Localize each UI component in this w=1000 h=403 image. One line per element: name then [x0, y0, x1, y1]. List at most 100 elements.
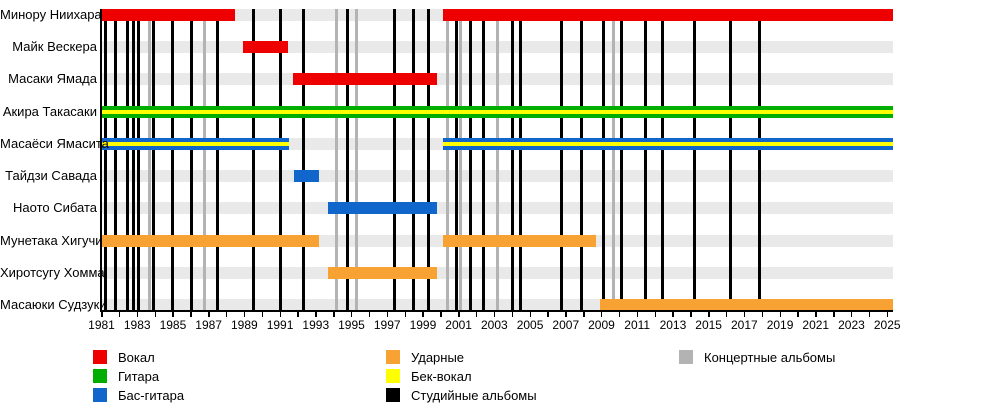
year-tick: [886, 312, 889, 317]
legend-swatch: [679, 350, 693, 364]
legend-label: Бас-гитара: [118, 388, 185, 403]
year-tick-label: 2011: [624, 318, 651, 332]
year-tick-label: 1995: [338, 318, 365, 332]
studio-album-line: [170, 9, 174, 310]
year-tick: [815, 312, 817, 317]
year-tick-label: 2021: [802, 318, 830, 332]
live-album-line: [355, 9, 359, 310]
year-tick: [404, 312, 407, 317]
member-label: Масаюки Судзуки: [0, 296, 107, 312]
timeline-bar-drums: [599, 298, 893, 311]
year-tick: [315, 312, 317, 317]
backing-vocal-stripe: [101, 141, 289, 146]
year-tick: [618, 312, 621, 317]
year-tick: [261, 312, 264, 317]
year-tick: [547, 312, 549, 317]
timeline-bar-drums: [101, 234, 320, 247]
live-album-line: [496, 9, 500, 310]
live-album-line: [334, 9, 338, 310]
studio-album-line: [758, 9, 762, 310]
legend-swatch: [386, 388, 400, 402]
y-axis-line: [100, 9, 102, 312]
year-tick-label: 2005: [516, 318, 544, 332]
timeline-bar-vocals: [242, 41, 289, 54]
timeline-bar-vocals: [442, 9, 893, 21]
studio-album-line: [278, 9, 282, 310]
year-tick-label: 1991: [266, 318, 294, 332]
year-tick: [600, 312, 603, 317]
year-tick-label: 2023: [838, 318, 865, 332]
year-tick: [101, 312, 103, 317]
member-label: Масаёси Ямасита: [0, 135, 109, 151]
legend-swatch: [386, 369, 400, 383]
timeline-bar-bass: [294, 170, 320, 183]
studio-album-line: [346, 9, 350, 310]
live-album-line: [458, 9, 462, 310]
studio-album-line: [125, 9, 129, 310]
year-tick: [565, 312, 567, 317]
live-album-line: [446, 9, 450, 310]
year-tick: [725, 312, 728, 317]
studio-album-line: [510, 9, 514, 310]
studio-album-line: [301, 9, 305, 310]
x-axis-line: [100, 310, 893, 312]
timeline-bar-vocals: [293, 73, 438, 86]
year-tick-label: 1989: [230, 318, 258, 332]
year-tick-label: 1999: [409, 318, 437, 332]
member-label: Акира Такасаки: [2, 103, 97, 119]
live-album-line: [148, 9, 152, 310]
year-tick: [458, 312, 460, 317]
studio-album-line: [468, 9, 472, 310]
member-label: Тайдзи Савада: [5, 168, 97, 184]
year-tick: [743, 312, 746, 317]
year-tick-label: 2009: [588, 318, 615, 332]
studio-album-line: [411, 9, 415, 310]
year-tick: [333, 312, 335, 317]
year-tick: [779, 312, 782, 317]
backing-vocal-stripe: [101, 109, 893, 114]
year-tick: [475, 312, 478, 317]
year-tick: [690, 312, 692, 317]
legend-label: Концертные альбомы: [704, 350, 836, 365]
year-tick: [190, 312, 192, 317]
studio-album-line: [482, 9, 486, 310]
year-tick: [154, 312, 157, 317]
studio-album-line: [692, 9, 696, 310]
year-tick: [243, 312, 246, 317]
studio-album-line: [426, 9, 430, 310]
member-label: Хиротсугу Хомма: [0, 264, 105, 280]
member-label: Минору Ниихара: [0, 7, 102, 22]
year-tick: [279, 312, 282, 317]
year-tick: [422, 312, 424, 317]
legend-label: Вокал: [118, 350, 155, 365]
studio-album-line: [518, 9, 522, 310]
year-tick-label: 1985: [159, 318, 187, 332]
year-tick: [833, 312, 835, 317]
studio-album-line: [643, 9, 647, 310]
backing-vocal-stripe: [442, 141, 893, 146]
legend-label: Ударные: [411, 350, 465, 365]
year-tick: [761, 312, 764, 317]
studio-album-line: [619, 9, 623, 310]
year-tick: [583, 312, 585, 317]
year-tick-label: 2025: [873, 318, 901, 332]
year-tick-label: 2003: [480, 318, 508, 332]
year-tick: [636, 312, 639, 317]
year-tick: [350, 312, 353, 317]
live-album-line: [202, 9, 206, 310]
timeline-bar-vocals: [101, 9, 236, 21]
timeline-bar-drums: [442, 234, 597, 247]
timeline-bar-bass: [328, 202, 438, 215]
year-tick-label: 1981: [88, 318, 115, 332]
member-label: Мунетака Хигучи: [0, 232, 103, 248]
studio-album-line: [392, 9, 396, 310]
studio-album-line: [151, 9, 155, 310]
year-tick: [493, 312, 496, 317]
studio-album-line: [132, 9, 136, 310]
year-tick-label: 2013: [659, 318, 687, 332]
legend: Вокал Гитара Бас-гитара Ударные Бек-вокал Сту…: [0, 344, 1000, 403]
year-tick: [440, 312, 442, 317]
year-tick: [368, 312, 371, 317]
studio-album-line: [190, 9, 194, 310]
studio-album-line: [455, 9, 459, 310]
